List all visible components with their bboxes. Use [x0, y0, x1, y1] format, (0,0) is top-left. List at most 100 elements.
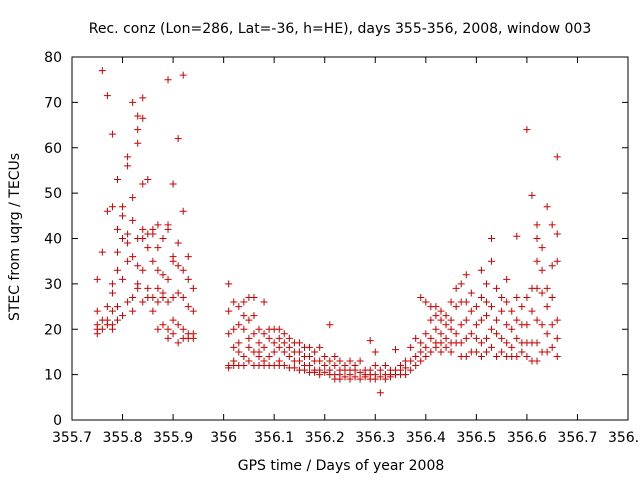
x-tick-label: 356.5	[456, 430, 496, 446]
data-point	[124, 298, 132, 306]
data-point	[154, 244, 162, 252]
data-point	[472, 348, 480, 356]
data-point	[108, 280, 116, 288]
data-points	[93, 67, 561, 397]
data-point	[336, 357, 344, 365]
data-point	[164, 225, 172, 233]
data-point	[174, 262, 182, 270]
data-point	[427, 316, 435, 324]
data-point	[361, 373, 369, 381]
data-point	[280, 348, 288, 356]
data-point	[275, 325, 283, 333]
data-point	[103, 92, 111, 100]
y-tick-label: 50	[44, 186, 62, 202]
data-point	[98, 248, 106, 256]
data-point	[179, 325, 187, 333]
data-point	[533, 339, 541, 347]
data-point	[417, 293, 425, 301]
data-point	[169, 330, 177, 338]
data-point	[311, 368, 319, 376]
data-point	[513, 316, 521, 324]
data-point	[351, 366, 359, 374]
data-point	[482, 298, 490, 306]
data-point	[482, 280, 490, 288]
data-point	[108, 203, 116, 211]
data-point	[159, 235, 167, 242]
data-point	[280, 362, 288, 370]
data-point	[240, 352, 248, 360]
data-point	[533, 316, 541, 324]
data-point	[422, 343, 430, 351]
data-point	[513, 352, 521, 360]
data-point	[381, 375, 389, 383]
data-point	[543, 203, 551, 211]
data-point	[265, 352, 273, 360]
data-point	[442, 343, 450, 351]
data-point	[270, 339, 278, 347]
data-point	[548, 262, 556, 270]
data-point	[432, 312, 440, 320]
data-point	[467, 330, 475, 338]
data-point	[351, 373, 359, 381]
data-point	[482, 312, 490, 320]
data-point	[311, 348, 319, 356]
data-point	[134, 112, 142, 120]
data-point	[235, 339, 243, 347]
data-point	[225, 307, 233, 315]
data-point	[159, 271, 167, 279]
data-point	[149, 230, 157, 238]
data-point	[164, 298, 172, 306]
data-point	[139, 180, 147, 188]
data-point	[245, 343, 253, 351]
data-point	[503, 339, 511, 347]
data-point	[179, 71, 187, 79]
data-point	[533, 284, 541, 292]
data-point	[498, 307, 506, 315]
data-point	[457, 321, 465, 329]
data-point	[316, 357, 324, 365]
data-point	[119, 203, 127, 211]
data-point	[432, 303, 440, 311]
data-point	[417, 339, 425, 347]
data-point	[472, 303, 480, 311]
data-point	[376, 366, 384, 374]
data-point	[503, 275, 511, 283]
data-point	[422, 352, 430, 360]
data-point	[462, 334, 470, 342]
data-point	[149, 307, 157, 315]
data-point	[113, 248, 121, 256]
data-point	[280, 330, 288, 338]
data-point	[301, 366, 309, 374]
data-point	[407, 357, 415, 365]
data-point	[503, 321, 511, 329]
data-point	[230, 298, 238, 306]
data-point	[452, 303, 460, 311]
data-point	[225, 330, 233, 338]
data-point	[513, 293, 521, 301]
data-point	[467, 289, 475, 297]
data-point	[113, 266, 121, 274]
data-point	[493, 352, 501, 360]
data-point	[553, 352, 561, 360]
data-point	[174, 289, 182, 297]
data-point	[270, 348, 278, 356]
data-point	[295, 339, 303, 347]
data-point	[553, 230, 561, 238]
data-point	[518, 348, 526, 356]
y-tick-label: 60	[44, 141, 62, 157]
data-point	[295, 357, 303, 365]
data-point	[235, 303, 243, 311]
data-point	[144, 176, 152, 184]
x-tick-label: 356.7	[557, 430, 597, 446]
data-point	[225, 280, 233, 288]
data-point	[139, 266, 147, 274]
data-point	[225, 364, 233, 372]
y-tick-label: 80	[44, 50, 62, 66]
data-point	[533, 257, 541, 265]
data-point	[417, 348, 425, 356]
data-point	[447, 298, 455, 306]
data-point	[437, 307, 445, 315]
data-point	[321, 368, 329, 376]
data-point	[164, 334, 172, 342]
